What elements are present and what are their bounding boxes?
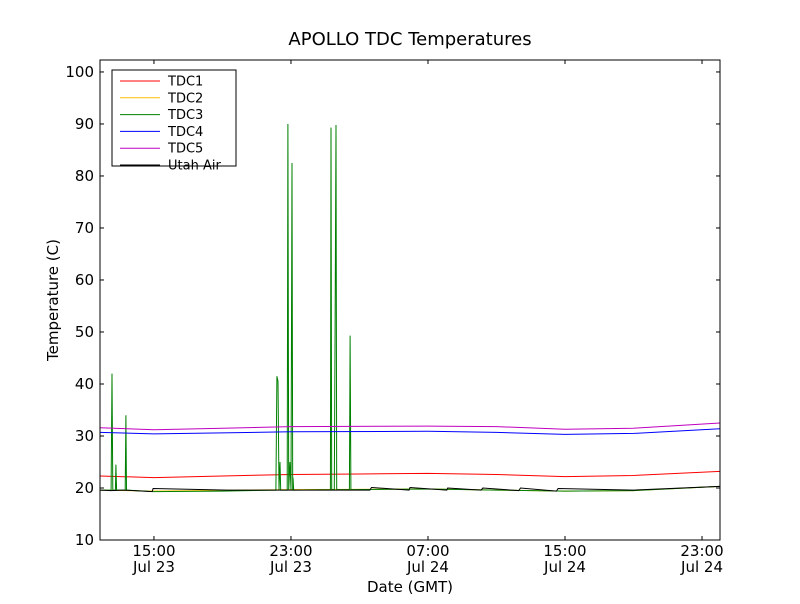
y-tick-label: 40 bbox=[75, 375, 94, 393]
legend-label: Utah Air bbox=[168, 159, 221, 174]
legend-label: TDC3 bbox=[167, 108, 203, 123]
y-tick-label: 10 bbox=[75, 531, 94, 549]
x-axis-label: Date (GMT) bbox=[367, 578, 453, 596]
legend-label: TDC1 bbox=[167, 75, 203, 90]
legend-label: TDC2 bbox=[167, 91, 203, 106]
x-tick-label-date: Jul 23 bbox=[132, 558, 175, 576]
y-tick-label: 50 bbox=[75, 323, 94, 341]
series-line-tdc4 bbox=[100, 428, 720, 435]
legend-label: TDC4 bbox=[167, 125, 203, 140]
x-tick-label-time: 07:00 bbox=[406, 542, 449, 560]
y-tick-label: 70 bbox=[75, 219, 94, 237]
series-line-tdc1 bbox=[100, 470, 720, 479]
x-tick-label-date: Jul 24 bbox=[680, 558, 723, 576]
series-line-tdc3 bbox=[100, 123, 720, 493]
x-tick-label-time: 15:00 bbox=[543, 542, 586, 560]
legend-label: TDC5 bbox=[167, 142, 203, 157]
y-axis-label: Temperature (C) bbox=[44, 239, 62, 362]
plot-frame bbox=[99, 59, 721, 541]
series-line-utah-air bbox=[100, 485, 720, 493]
x-tick-label-time: 23:00 bbox=[269, 542, 312, 560]
x-tick-label-time: 15:00 bbox=[132, 542, 175, 560]
y-tick-label: 90 bbox=[75, 115, 94, 133]
chart-title: APOLLO TDC Temperatures bbox=[288, 29, 531, 50]
x-tick-label-date: Jul 24 bbox=[543, 558, 586, 576]
y-tick-label: 30 bbox=[75, 427, 94, 445]
y-tick-label: 80 bbox=[75, 167, 94, 185]
x-tick-label-time: 23:00 bbox=[680, 542, 723, 560]
x-tick-label-date: Jul 23 bbox=[269, 558, 312, 576]
y-tick-label: 60 bbox=[75, 271, 94, 289]
y-tick-label: 20 bbox=[75, 479, 94, 497]
legend-box bbox=[111, 69, 237, 167]
series-line-tdc5 bbox=[100, 422, 720, 431]
x-tick-label-date: Jul 24 bbox=[406, 558, 449, 576]
y-tick-label: 100 bbox=[65, 63, 94, 81]
